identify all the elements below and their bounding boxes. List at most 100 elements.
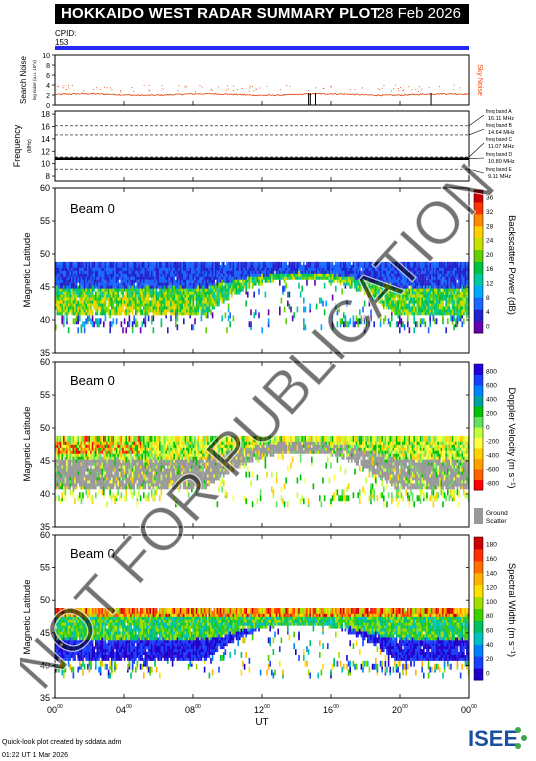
scatter-cell [122,267,124,274]
scatter-cell [288,264,291,271]
scatter-cell [130,261,132,268]
scatter-cell [202,459,204,466]
scatter-cell [423,261,425,268]
scatter-cell [154,276,156,283]
freq-band-value: 16.11 MHz [488,116,514,122]
scatter-cell [162,438,164,445]
scatter-cell [66,315,68,322]
scatter-cell [317,273,319,280]
scatter-cell [453,297,455,304]
scatter-cell [298,273,300,280]
scatter-cell [191,459,193,466]
scatter-cell [171,477,174,484]
noise-dot [379,89,381,90]
scatter-cell [101,264,103,271]
scatter-cell [203,450,206,457]
scatter-cell [448,276,451,283]
scatter-cell [434,294,436,301]
scatter-cell [119,450,121,457]
scatter-cell [160,261,163,268]
scatter-cell [395,276,398,283]
scatter-cell [413,273,415,280]
scatter-cell [197,264,199,271]
cpid-caption: CPID: [55,29,77,38]
scatter-cell [122,450,124,457]
scatter-cell [101,441,103,448]
scatter-cell [357,321,359,328]
scatter-cell [139,261,142,268]
scatter-cell [67,441,70,448]
scatter-cell [181,459,183,466]
scatter-cell [91,276,94,283]
scatter-cell [331,276,334,283]
scatter-cell [144,468,147,475]
scatter-cell [176,315,179,322]
scatter-cell [107,303,110,310]
scatter-cell [330,261,332,268]
noise-dot [120,91,122,93]
scatter-cell [75,435,78,442]
scatter-cell [98,468,100,475]
scatter-cell [394,282,396,289]
scatter-cell [450,291,452,298]
scatter-cell [56,264,59,271]
scatter-cell [386,303,388,310]
scatter-cell [98,276,100,283]
scatter-cell [183,435,185,442]
scatter-cell [386,267,388,274]
scatter-cell [451,315,454,322]
scatter-cell [303,306,305,313]
scatter-cell [264,261,267,268]
scatter-cell [202,483,204,490]
scatter-cell [307,264,310,271]
scatter-cell [245,276,247,283]
scatter-cell [127,294,129,301]
scatter-cell [133,282,135,289]
scatter-cell [69,300,71,307]
scatter-cell [163,264,166,271]
scatter-cell [112,477,115,484]
scatter-cell [173,480,175,487]
scatter-cell [250,276,252,283]
scatter-cell [267,273,270,280]
scatter-cell [82,321,84,328]
scatter-cell [311,264,313,271]
scatter-cell [69,435,71,442]
scatter-cell [288,261,291,268]
scatter-cell [168,261,171,268]
scatter-cell [152,291,155,298]
scatter-cell [135,291,137,298]
scatter-cell [71,264,73,271]
scatter-cell [375,276,377,283]
noise-ytick-label: 10 [42,53,50,60]
scatter-cell [253,312,255,319]
noise-dot [199,85,201,87]
scatter-cell [176,441,179,448]
scatter-cell [93,264,95,271]
scatter-cell [59,273,62,280]
scatter-cell [439,303,441,310]
scatter-cell [202,477,204,484]
scatter-cell [98,297,100,304]
scatter-cell [207,276,209,283]
scatter-cell [114,474,116,481]
scatter-cell [55,324,57,331]
scatter-cell [459,300,462,307]
scatter-cell [411,261,414,268]
scatter-cell [235,276,238,283]
scatter-cell [77,300,79,307]
scatter-cell [335,273,337,280]
scatter-cell [274,273,276,280]
scatter-cell [138,489,140,496]
scatter-cell [403,303,406,310]
scatter-cell [111,435,113,442]
scatter-cell [101,309,103,316]
scatter-cell [261,276,263,283]
scatter-cell [223,291,225,298]
scatter-cell [122,447,124,454]
noise-dot [241,88,243,90]
noise-dot [468,86,470,88]
scatter-cell [173,447,175,454]
scatter-cell [386,264,388,271]
noise-dot [106,87,108,89]
